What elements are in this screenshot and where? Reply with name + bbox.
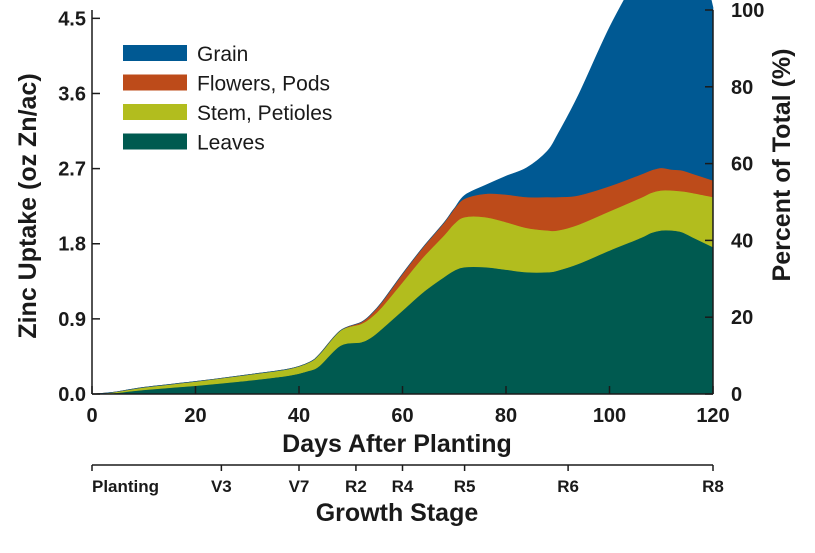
- y-axis-title: Zinc Uptake (oz Zn/ac): [14, 73, 42, 338]
- x-tick-label: 60: [391, 405, 413, 427]
- growth-stage-label: Planting: [92, 477, 159, 496]
- y-right-tick-label: 100: [731, 0, 764, 22]
- y-tick-label: 3.6: [58, 83, 86, 105]
- y-tick-label: 1.8: [58, 234, 86, 256]
- legend: Grain Flowers, Pods Stem, Petioles Leaves: [123, 43, 332, 155]
- y-right-tick-label: 60: [731, 154, 753, 176]
- y-right-tick-label: 80: [731, 77, 753, 99]
- area-grain: [91, 0, 714, 395]
- growth-stage-title: Growth Stage: [316, 499, 479, 527]
- legend-label: Leaves: [197, 132, 265, 155]
- x-tick-label: 20: [184, 405, 206, 427]
- x-tick-label: 40: [288, 405, 310, 427]
- legend-label: Stem, Petioles: [197, 102, 332, 125]
- axes: 0.0 0.9 1.8 2.7 3.6 4.5 0 20 40 60 80 100 0 20 40 60 80 1…: [58, 0, 764, 427]
- growth-stage-label: R8: [702, 477, 724, 496]
- y-right-tick-label: 0: [731, 384, 742, 406]
- legend-label: Grain: [197, 43, 248, 66]
- y-right-tick-label: 40: [731, 230, 753, 252]
- y-tick-label: 4.5: [58, 8, 86, 30]
- y-tick-label: 0.9: [58, 309, 86, 331]
- legend-label: Flowers, Pods: [197, 73, 330, 96]
- legend-swatch: [123, 133, 187, 150]
- x-tick-label: 120: [696, 405, 729, 427]
- growth-stage-label: R2: [345, 477, 367, 496]
- legend-swatch: [123, 45, 187, 61]
- growth-stage-label: R4: [392, 477, 414, 496]
- y-tick-label: 2.7: [58, 159, 86, 181]
- growth-stage-label: R5: [454, 477, 476, 496]
- growth-stage-label: R6: [557, 477, 579, 496]
- y-axis-right-title: Percent of Total (%): [768, 49, 796, 282]
- stacked-areas: [91, 0, 714, 395]
- growth-stage-label: V3: [211, 477, 232, 496]
- y-tick-label: 0.0: [58, 384, 86, 406]
- growth-stage-axis: Planting V3 V7 R2 R4 R5 R6 R8: [91, 464, 724, 496]
- x-axis-title: Days After Planting: [282, 430, 512, 458]
- legend-swatch: [123, 74, 187, 91]
- legend-swatch: [123, 104, 187, 120]
- x-tick-label: 80: [495, 405, 517, 427]
- area-leaves: [91, 229, 714, 395]
- y-right-tick-label: 20: [731, 307, 753, 329]
- x-tick-label: 0: [86, 405, 97, 427]
- growth-stage-label: V7: [289, 477, 310, 496]
- x-tick-label: 100: [593, 405, 626, 427]
